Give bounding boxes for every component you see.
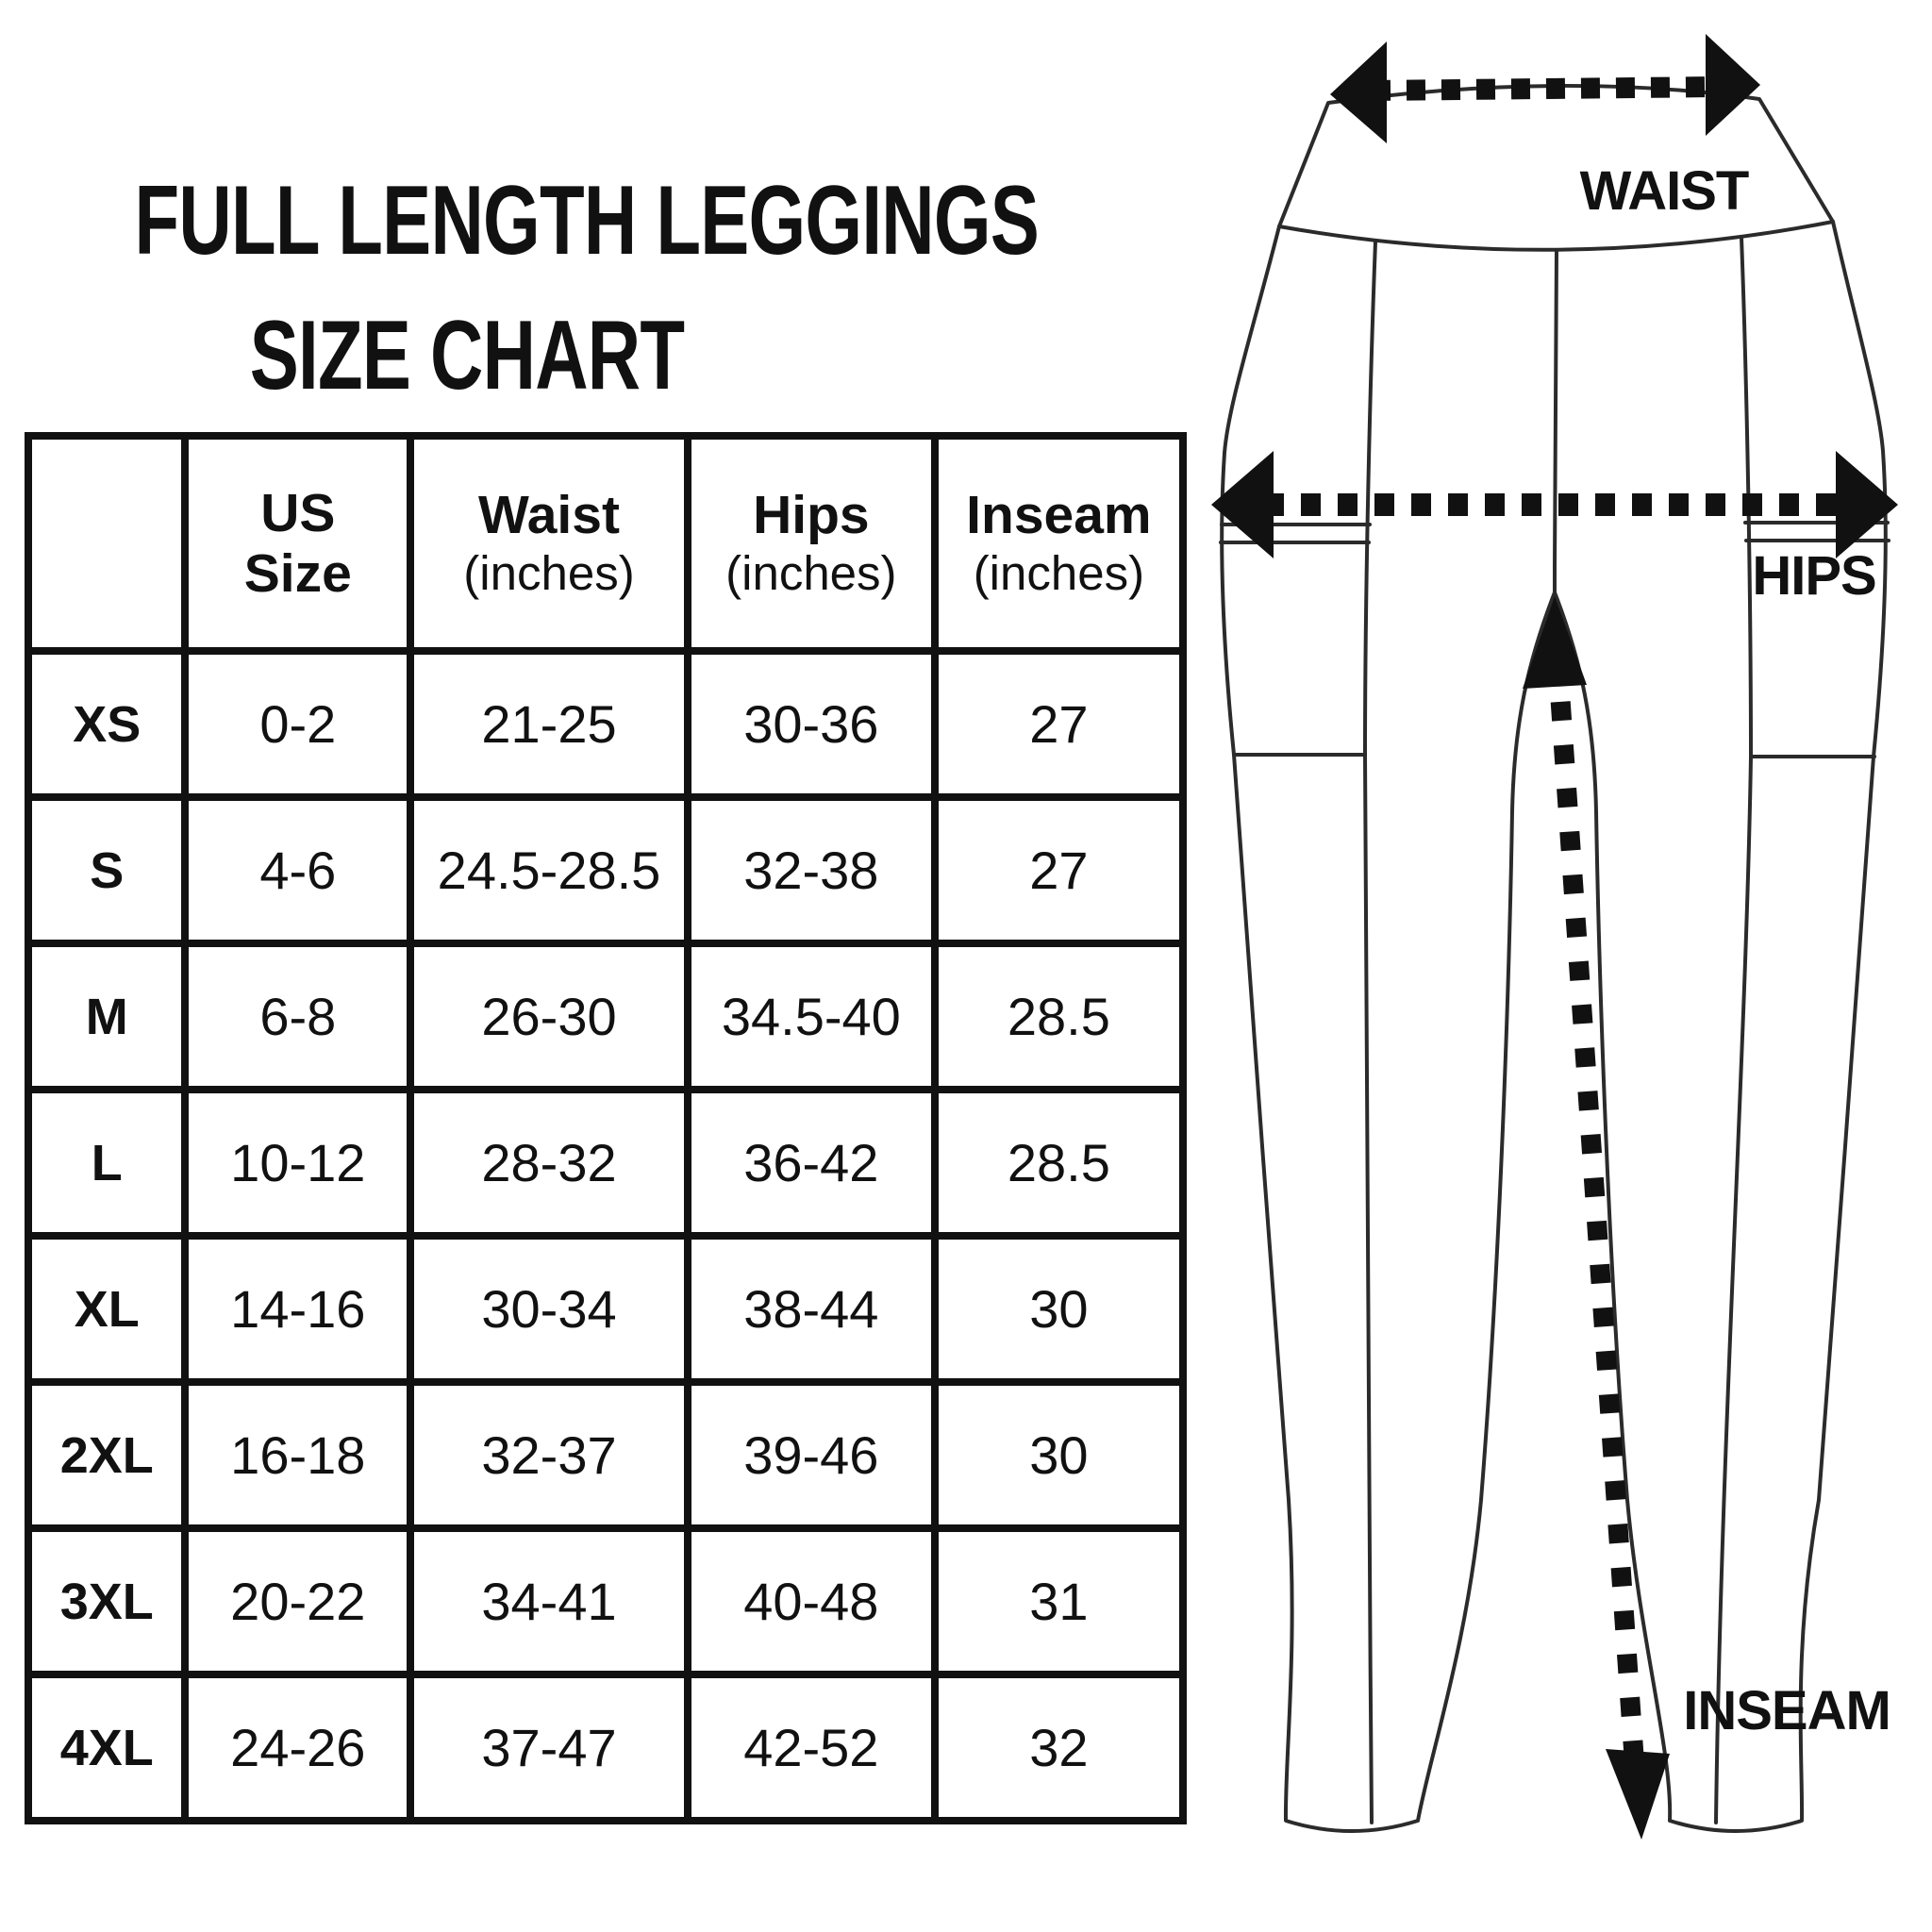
header-row: US Size Waist (inches) Hips (inches) Ins… [24, 432, 1188, 655]
value-cell: 32-37 [407, 1378, 691, 1532]
table-row: 2XL 16-18 32-37 39-46 30 [24, 1378, 1188, 1532]
header-waist-subtitle: (inches) [463, 546, 635, 600]
value-cell: 24-26 [181, 1671, 415, 1824]
header-us-title: US [260, 483, 336, 543]
header-cell-inseam: Inseam (inches) [930, 432, 1188, 655]
size-label-cell: 4XL [24, 1671, 190, 1824]
header-cell-hips: Hips (inches) [683, 432, 939, 655]
value-cell: 32 [930, 1671, 1188, 1824]
value-cell: 34.5-40 [683, 940, 939, 1093]
waist-arrowhead-right [1706, 34, 1760, 136]
value-cell: 28.5 [930, 1086, 1188, 1240]
header-hips-subtitle: (inches) [725, 546, 897, 600]
value-cell: 30-34 [407, 1232, 691, 1386]
header-waist-title: Waist [478, 485, 620, 545]
header-cell-waist: Waist (inches) [407, 432, 691, 655]
inseam-arrow-line [1547, 658, 1646, 1784]
size-table: US Size Waist (inches) Hips (inches) Ins… [24, 432, 1188, 1824]
size-table-body: XS 0-2 21-25 30-36 27 S 4-6 24.5-28.5 32-38 27 M 6-… [24, 647, 1188, 1824]
table-row: XL 14-16 30-34 38-44 30 [24, 1232, 1188, 1386]
value-cell: 21-25 [407, 647, 691, 801]
header-cell-blank [24, 432, 190, 655]
size-table-header: US Size Waist (inches) Hips (inches) Ins… [24, 432, 1188, 655]
leggings-silhouette [1220, 83, 1888, 1833]
size-label-cell: L [24, 1086, 190, 1240]
value-cell: 30-36 [683, 647, 939, 801]
value-cell: 24.5-28.5 [407, 793, 691, 947]
value-cell: 0-2 [181, 647, 415, 801]
inseam-arrow [1523, 596, 1670, 1840]
waist-arrow [1330, 34, 1760, 143]
value-cell: 26-30 [407, 940, 691, 1093]
value-cell: 36-42 [683, 1086, 939, 1240]
size-label-cell: 3XL [24, 1524, 190, 1678]
table-row: 4XL 24-26 37-47 42-52 32 [24, 1671, 1188, 1824]
hips-arrowhead-left [1211, 451, 1274, 558]
value-cell: 34-41 [407, 1524, 691, 1678]
page-title-line2: SIZE CHART [249, 301, 685, 410]
value-cell: 6-8 [181, 940, 415, 1093]
size-label-cell: S [24, 793, 190, 947]
table-row: L 10-12 28-32 36-42 28.5 [24, 1086, 1188, 1240]
waist-label: WAIST [1580, 160, 1749, 222]
center-seam [1553, 249, 1558, 594]
inseam-arrowhead-top [1523, 596, 1587, 689]
value-cell: 40-48 [683, 1524, 939, 1678]
size-label-cell: XL [24, 1232, 190, 1386]
table-row: XS 0-2 21-25 30-36 27 [24, 647, 1188, 801]
leggings-outline [1219, 83, 1890, 1833]
header-hips-title: Hips [753, 485, 870, 545]
value-cell: 31 [930, 1524, 1188, 1678]
size-label-cell: 2XL [24, 1378, 190, 1532]
inseam-arrowhead-bottom [1606, 1749, 1670, 1840]
value-cell: 27 [930, 793, 1188, 947]
value-cell: 4-6 [181, 793, 415, 947]
value-cell: 28-32 [407, 1086, 691, 1240]
header-us-subtitle: Size [243, 543, 352, 604]
value-cell: 30 [930, 1378, 1188, 1532]
value-cell: 10-12 [181, 1086, 415, 1240]
page-title-line1: FULL LENGTH LEGGINGS [134, 166, 1040, 275]
left-panel-seam [1362, 240, 1377, 1824]
value-cell: 20-22 [181, 1524, 415, 1678]
value-cell: 16-18 [181, 1378, 415, 1532]
size-label-cell: XS [24, 647, 190, 801]
leggings-diagram: WAIST HIPS INSEAM [1211, 34, 1898, 1840]
value-cell: 30 [930, 1232, 1188, 1386]
table-row: M 6-8 26-30 34.5-40 28.5 [24, 940, 1188, 1093]
value-cell: 37-47 [407, 1671, 691, 1824]
value-cell: 14-16 [181, 1232, 415, 1386]
hips-arrow [1211, 451, 1898, 558]
value-cell: 38-44 [683, 1232, 939, 1386]
value-cell: 39-46 [683, 1378, 939, 1532]
inseam-label: INSEAM [1683, 1680, 1890, 1741]
right-panel-seam [1714, 236, 1754, 1824]
hips-label: HIPS [1752, 545, 1875, 607]
waist-arrowhead-left [1330, 42, 1387, 143]
table-row: S 4-6 24.5-28.5 32-38 27 [24, 793, 1188, 947]
size-label-cell: M [24, 940, 190, 1093]
value-cell: 28.5 [930, 940, 1188, 1093]
table-row: 3XL 20-22 34-41 40-48 31 [24, 1524, 1188, 1678]
waist-arrow-line [1371, 76, 1722, 101]
value-cell: 27 [930, 647, 1188, 801]
header-cell-us-size: US Size [181, 432, 415, 655]
value-cell: 42-52 [683, 1671, 939, 1824]
header-inseam-subtitle: (inches) [973, 546, 1145, 600]
hips-arrowhead-right [1836, 451, 1898, 558]
header-inseam-title: Inseam [966, 485, 1152, 545]
value-cell: 32-38 [683, 793, 939, 947]
